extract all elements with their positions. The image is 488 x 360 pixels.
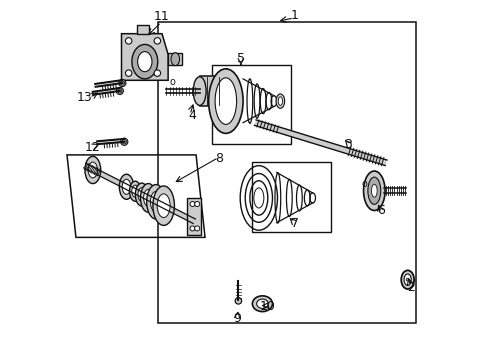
Ellipse shape <box>85 156 101 184</box>
Bar <box>251 162 330 232</box>
Circle shape <box>120 81 124 85</box>
Circle shape <box>194 226 199 231</box>
Text: 9: 9 <box>233 311 241 325</box>
Ellipse shape <box>253 188 264 208</box>
Circle shape <box>122 140 126 144</box>
Text: 5: 5 <box>236 51 244 64</box>
Ellipse shape <box>403 274 410 285</box>
Circle shape <box>118 89 122 93</box>
Ellipse shape <box>371 184 376 197</box>
Circle shape <box>154 70 160 76</box>
Text: 8: 8 <box>215 152 223 165</box>
Ellipse shape <box>119 174 133 199</box>
Ellipse shape <box>276 94 284 108</box>
Circle shape <box>125 38 132 44</box>
Polygon shape <box>187 198 201 234</box>
Ellipse shape <box>132 44 158 79</box>
Bar <box>158 22 415 323</box>
Ellipse shape <box>140 184 156 212</box>
Circle shape <box>190 202 195 207</box>
Ellipse shape <box>143 189 153 207</box>
Ellipse shape <box>278 97 282 105</box>
Ellipse shape <box>400 270 413 289</box>
Text: 13: 13 <box>77 91 93 104</box>
Ellipse shape <box>157 194 170 217</box>
Text: 1: 1 <box>290 9 298 22</box>
Bar <box>212 65 290 144</box>
Circle shape <box>194 202 199 207</box>
Ellipse shape <box>256 299 267 309</box>
Polygon shape <box>199 76 230 106</box>
Text: 3: 3 <box>344 138 352 150</box>
Ellipse shape <box>153 186 174 225</box>
Ellipse shape <box>150 192 161 212</box>
Ellipse shape <box>146 185 165 219</box>
Text: 6: 6 <box>376 204 384 217</box>
Polygon shape <box>254 120 386 166</box>
Ellipse shape <box>138 188 145 202</box>
Text: o: o <box>361 179 366 189</box>
Polygon shape <box>168 53 182 65</box>
Text: 4: 4 <box>188 109 196 122</box>
Polygon shape <box>137 25 149 34</box>
Circle shape <box>235 298 241 304</box>
Text: 12: 12 <box>84 141 100 154</box>
Ellipse shape <box>122 179 130 194</box>
Ellipse shape <box>135 183 148 206</box>
Text: o: o <box>169 77 175 87</box>
Text: 11: 11 <box>154 10 169 23</box>
Circle shape <box>116 87 123 94</box>
Ellipse shape <box>208 69 243 134</box>
Text: 2: 2 <box>407 281 414 294</box>
Ellipse shape <box>137 51 152 72</box>
Text: 7: 7 <box>290 216 298 230</box>
Ellipse shape <box>363 171 384 211</box>
Circle shape <box>154 38 160 44</box>
Ellipse shape <box>88 162 97 178</box>
Ellipse shape <box>193 77 206 105</box>
Ellipse shape <box>129 181 141 201</box>
Ellipse shape <box>215 78 236 125</box>
Ellipse shape <box>223 76 237 106</box>
Text: 10: 10 <box>259 300 275 313</box>
Ellipse shape <box>226 82 233 100</box>
Circle shape <box>406 278 408 281</box>
Circle shape <box>190 226 195 231</box>
Polygon shape <box>83 163 195 224</box>
Ellipse shape <box>132 185 139 197</box>
Circle shape <box>121 138 127 145</box>
Ellipse shape <box>367 177 380 204</box>
Ellipse shape <box>252 296 272 312</box>
Circle shape <box>119 80 125 87</box>
Polygon shape <box>121 34 168 80</box>
Circle shape <box>125 70 132 76</box>
Ellipse shape <box>171 53 179 66</box>
